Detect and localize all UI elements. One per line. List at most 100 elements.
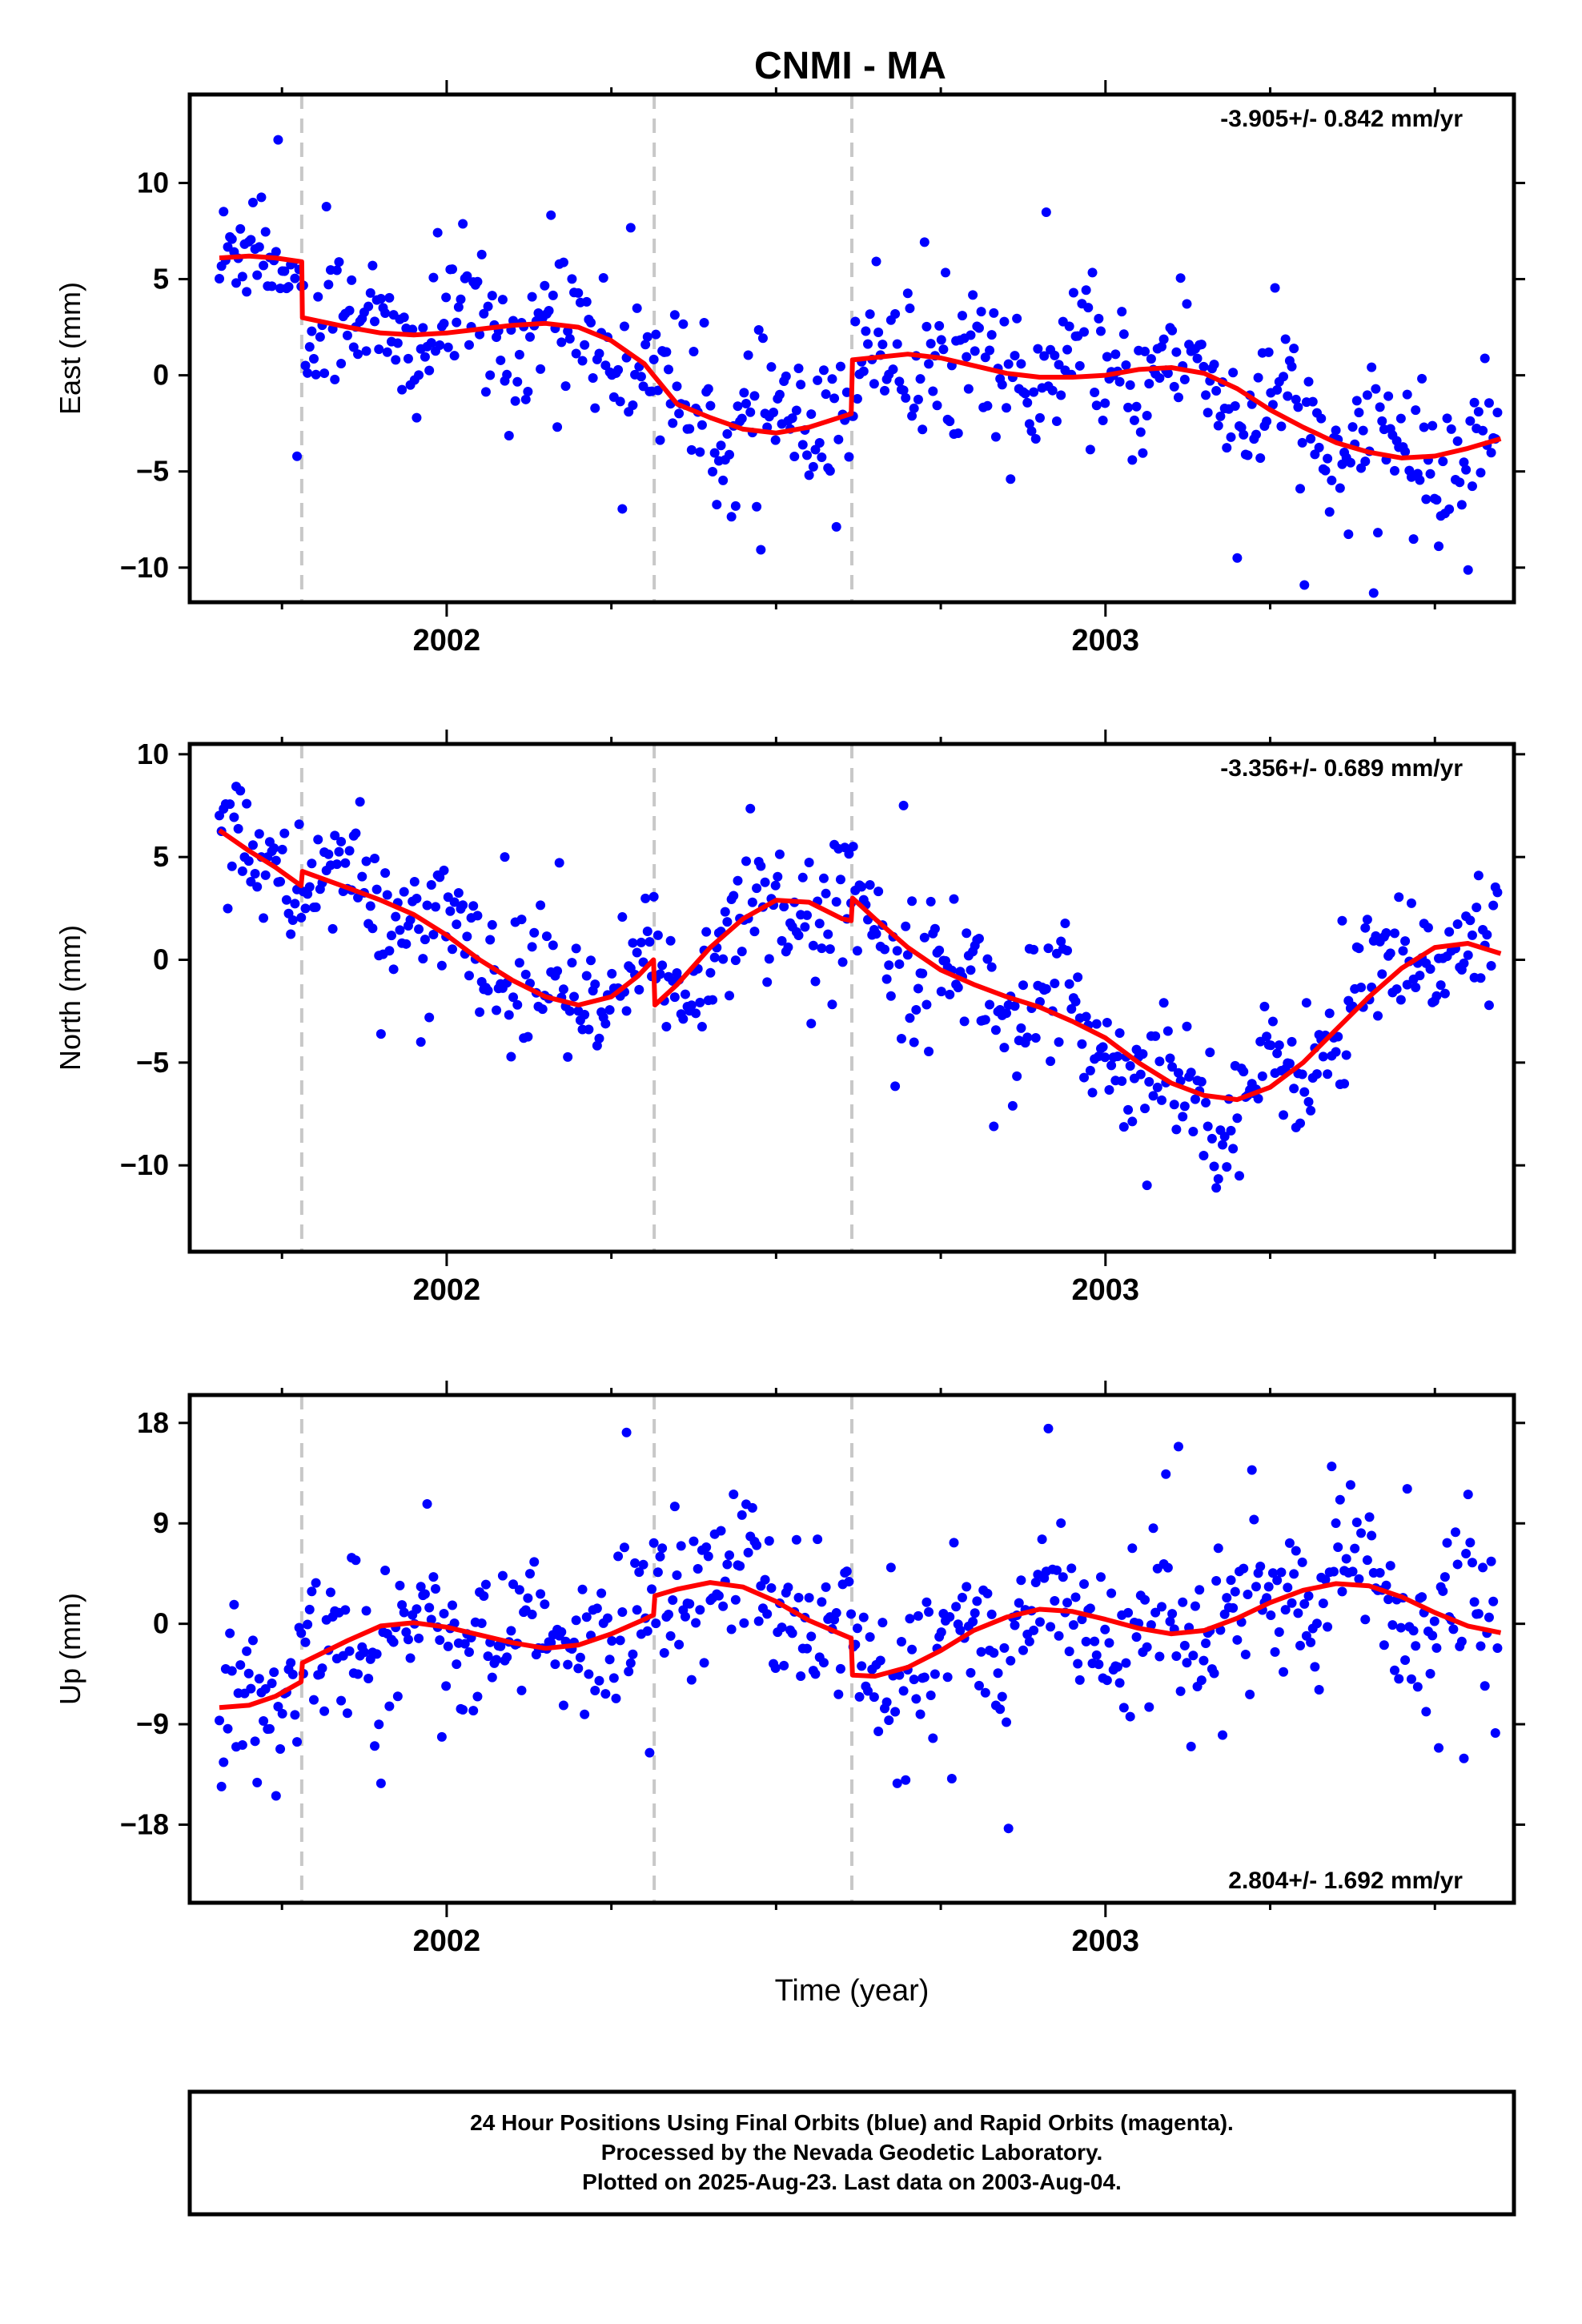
data-point [672, 381, 682, 392]
data-point [267, 281, 277, 292]
data-point [259, 1716, 269, 1727]
data-point [590, 979, 600, 990]
data-point [537, 1004, 548, 1015]
data-point [1201, 1097, 1211, 1108]
data-point [1311, 1069, 1322, 1080]
data-point [1463, 950, 1473, 960]
data-point [1438, 1586, 1448, 1596]
data-point [713, 1590, 724, 1601]
data-point [1480, 353, 1490, 364]
data-point [439, 318, 449, 328]
data-point [1100, 1052, 1110, 1063]
data-point [976, 307, 986, 317]
data-point [573, 1663, 584, 1674]
data-point [347, 275, 357, 285]
data-point [386, 931, 396, 941]
data-point [926, 1691, 936, 1701]
data-point [1262, 416, 1272, 427]
data-point [1056, 1518, 1066, 1528]
data-point [865, 309, 875, 320]
data-point [460, 1638, 470, 1649]
data-point [475, 1007, 485, 1017]
data-point [905, 1614, 915, 1624]
data-point [252, 1777, 263, 1787]
data-point [1303, 1590, 1314, 1601]
data-point [753, 1616, 764, 1626]
data-point [242, 798, 252, 809]
data-point [871, 929, 881, 939]
data-point [743, 350, 753, 360]
data-point [1167, 325, 1178, 336]
data-point [1347, 422, 1358, 432]
data-point [399, 312, 409, 323]
data-point [821, 888, 831, 899]
data-point [1087, 1088, 1098, 1098]
data-point [351, 1555, 361, 1566]
panel-frame [187, 1393, 1516, 1905]
data-point [1117, 1076, 1127, 1086]
data-point [1046, 1056, 1056, 1067]
data-point [924, 1046, 934, 1056]
data-point [693, 1563, 703, 1574]
x-tick-label: 2003 [1072, 1273, 1140, 1307]
data-point [949, 894, 959, 904]
data-point [1245, 1689, 1255, 1699]
data-point [287, 915, 298, 926]
data-point [621, 1427, 632, 1437]
data-point [1144, 1702, 1154, 1712]
data-point [367, 260, 378, 271]
data-point [1411, 1641, 1421, 1651]
data-point [1173, 1441, 1183, 1452]
data-point [741, 856, 751, 866]
data-point [817, 943, 827, 954]
data-point [1232, 1634, 1243, 1645]
data-point [1142, 1180, 1152, 1191]
data-point [642, 927, 652, 937]
data-point [806, 409, 817, 420]
data-point [247, 840, 258, 850]
data-point [1362, 1555, 1372, 1566]
data-point [586, 955, 596, 966]
data-point [1459, 457, 1469, 468]
data-point [1188, 1651, 1199, 1661]
data-point [726, 1624, 737, 1634]
data-point [300, 1637, 311, 1647]
data-point [435, 872, 445, 883]
data-point [229, 812, 239, 822]
rate-label: -3.356+/- 0.689 mm/yr [1220, 755, 1463, 782]
data-point [563, 326, 573, 336]
data-point [783, 942, 793, 952]
data-point [875, 1655, 885, 1666]
data-point [894, 376, 905, 387]
data-point [625, 1658, 636, 1668]
data-point [1230, 1586, 1240, 1597]
data-point [890, 1707, 901, 1717]
data-point [1383, 1594, 1394, 1605]
data-point [999, 1642, 1010, 1653]
data-point [1226, 1125, 1236, 1136]
data-point [789, 452, 800, 462]
data-point [890, 308, 901, 319]
data-point [453, 302, 464, 312]
data-point [1274, 1626, 1284, 1637]
data-point [1323, 1069, 1333, 1080]
data-point [1297, 437, 1307, 448]
data-point [311, 1578, 321, 1588]
data-point [1331, 425, 1341, 436]
data-point [652, 385, 663, 396]
data-point [227, 234, 237, 244]
data-point [308, 353, 319, 364]
data-point [468, 1706, 479, 1716]
data-point [1175, 1686, 1186, 1696]
data-point [1429, 1616, 1439, 1626]
data-point [1484, 398, 1494, 408]
data-point [1100, 398, 1110, 408]
data-point [869, 1692, 879, 1703]
data-point [506, 1626, 516, 1636]
data-point [1051, 1565, 1062, 1575]
data-point [504, 1010, 514, 1020]
y-axis-label: Up (mm) [54, 1593, 86, 1705]
data-point [1131, 1632, 1142, 1642]
data-point [665, 1630, 676, 1641]
data-point [718, 1601, 729, 1611]
